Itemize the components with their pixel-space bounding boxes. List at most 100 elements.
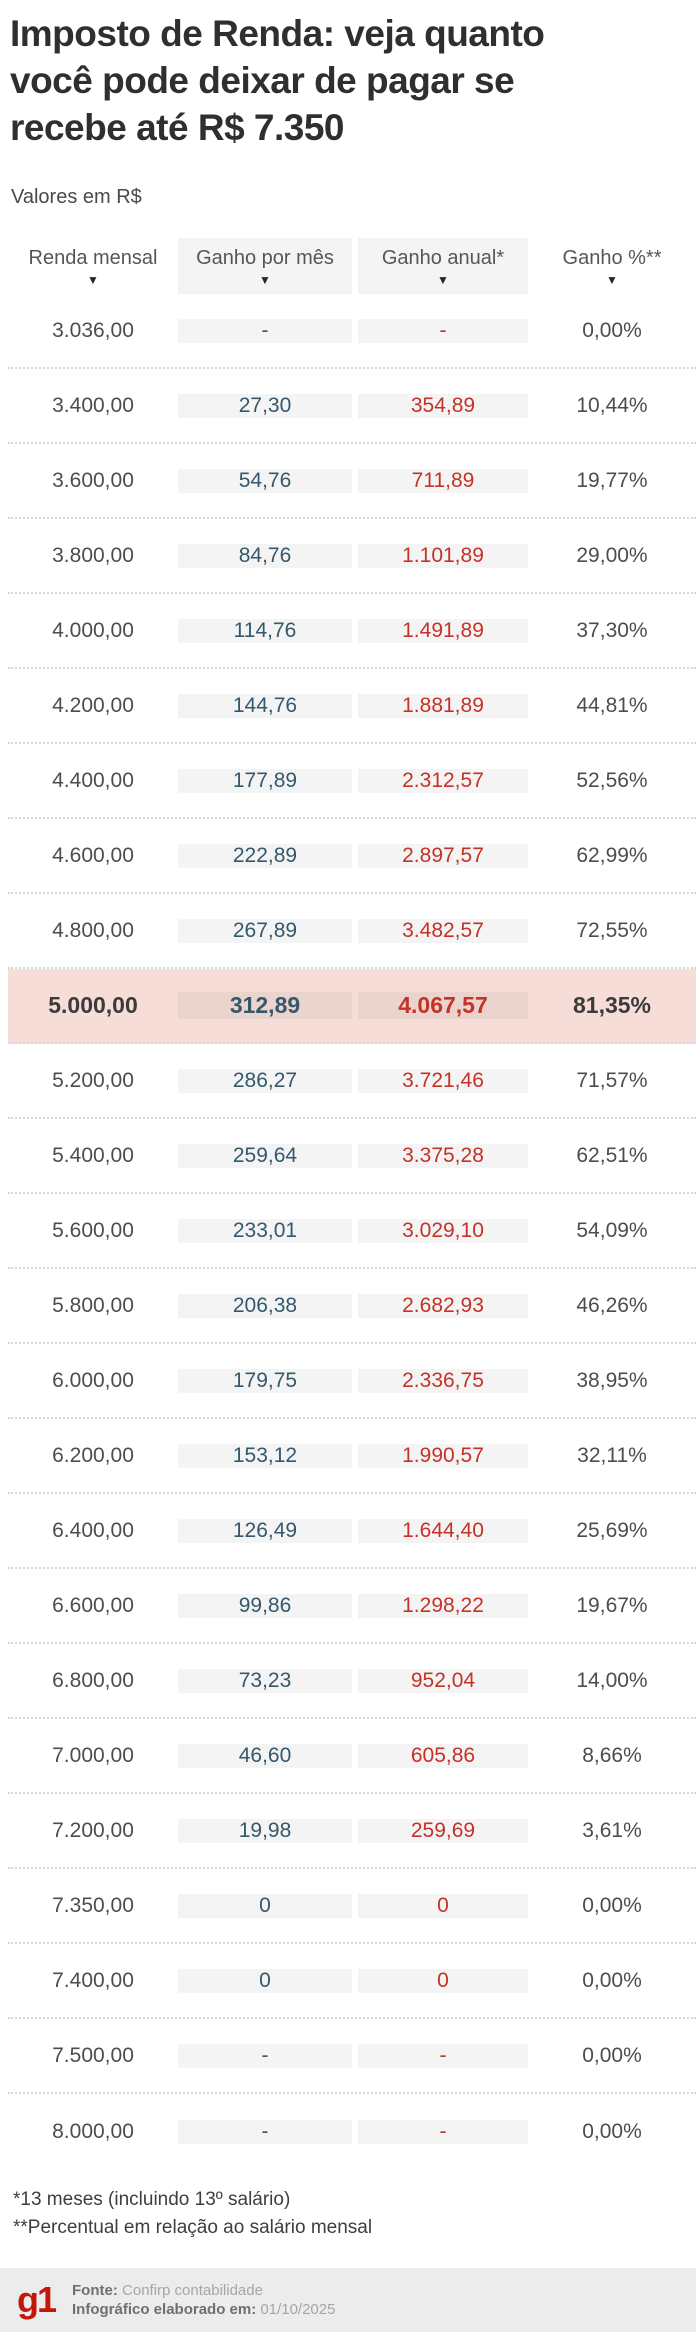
- cell-ganho-pct: 52,56%: [576, 768, 648, 792]
- cell-ganho-mes: 259,64: [178, 1143, 352, 1168]
- table-row: 6.200,00 153,12 1.990,57 32,11%: [8, 1419, 696, 1494]
- footnotes: *13 meses (incluindo 13º salário) **Perc…: [13, 2186, 372, 2242]
- cell-renda-mensal: 4.400,00: [52, 768, 134, 792]
- cell-ganho-mes: 206,38: [178, 1293, 352, 1318]
- cell-ganho-mes: 19,98: [178, 1818, 352, 1843]
- cell-ganho-mes: 54,76: [178, 468, 352, 493]
- cell-ganho-mes: 0: [178, 1893, 352, 1918]
- cell-renda-mensal: 5.600,00: [52, 1218, 134, 1242]
- g1-logo: g1: [17, 2279, 57, 2320]
- source-label: Fonte:: [72, 2282, 118, 2299]
- cell-ganho-mes: -: [178, 2119, 352, 2144]
- table-row: 6.000,00 179,75 2.336,75 38,95%: [8, 1344, 696, 1419]
- cell-ganho-anual: -: [358, 2043, 528, 2068]
- cell-ganho-mes: 179,75: [178, 1368, 352, 1393]
- cell-renda-mensal: 4.200,00: [52, 693, 134, 717]
- cell-ganho-anual: 1.101,89: [358, 543, 528, 568]
- cell-ganho-mes: 312,89: [178, 992, 352, 1019]
- triangle-down-icon: ▼: [606, 273, 618, 287]
- cell-renda-mensal: 5.200,00: [52, 1068, 134, 1092]
- cell-ganho-anual: 2.312,57: [358, 768, 528, 793]
- cell-ganho-anual: -: [358, 2119, 528, 2144]
- table-row: 5.200,00 286,27 3.721,46 71,57%: [8, 1044, 696, 1119]
- cell-ganho-pct: 62,51%: [576, 1143, 648, 1167]
- cell-ganho-anual: 2.897,57: [358, 843, 528, 868]
- cell-ganho-anual: -: [358, 318, 528, 343]
- cell-ganho-pct: 8,66%: [582, 1743, 642, 1767]
- cell-ganho-pct: 37,30%: [576, 618, 648, 642]
- footnote-annual: *13 meses (incluindo 13º salário): [13, 2189, 291, 2210]
- cell-ganho-pct: 14,00%: [576, 1668, 648, 1692]
- cell-ganho-anual: 711,89: [358, 468, 528, 493]
- cell-ganho-anual: 3.482,57: [358, 918, 528, 943]
- cell-ganho-mes: -: [178, 318, 352, 343]
- cell-renda-mensal: 3.036,00: [52, 318, 134, 342]
- cell-ganho-pct: 19,77%: [576, 468, 648, 492]
- cell-ganho-mes: -: [178, 2043, 352, 2068]
- table-row: 7.200,00 19,98 259,69 3,61%: [8, 1794, 696, 1869]
- cell-ganho-pct: 46,26%: [576, 1293, 648, 1317]
- cell-ganho-anual: 1.298,22: [358, 1593, 528, 1618]
- page-title-line: recebe até R$ 7.350: [10, 107, 345, 148]
- table-row: 7.500,00 - - 0,00%: [8, 2019, 696, 2094]
- table-row: 6.400,00 126,49 1.644,40 25,69%: [8, 1494, 696, 1569]
- table-row: 4.200,00 144,76 1.881,89 44,81%: [8, 669, 696, 744]
- table-row: 5.800,00 206,38 2.682,93 46,26%: [8, 1269, 696, 1344]
- cell-ganho-pct: 25,69%: [576, 1518, 648, 1542]
- cell-renda-mensal: 7.200,00: [52, 1818, 134, 1842]
- cell-ganho-mes: 267,89: [178, 918, 352, 943]
- cell-ganho-pct: 19,67%: [576, 1593, 648, 1617]
- cell-renda-mensal: 3.400,00: [52, 393, 134, 417]
- cell-ganho-mes: 114,76: [178, 618, 352, 643]
- cell-ganho-anual: 1.491,89: [358, 618, 528, 643]
- unit-note: Valores em R$: [11, 186, 142, 208]
- cell-ganho-pct: 81,35%: [572, 992, 651, 1018]
- cell-ganho-mes: 73,23: [178, 1668, 352, 1693]
- table-row: 7.350,00 0 0 0,00%: [8, 1869, 696, 1944]
- footer-text: Fonte: Confirp contabilidade Infográfico…: [72, 2281, 335, 2319]
- column-header-ganho-pct: Ganho %** ▼: [528, 238, 696, 294]
- cell-ganho-anual: 1.644,40: [358, 1518, 528, 1543]
- cell-ganho-pct: 44,81%: [576, 693, 648, 717]
- date-value: 01/10/2025: [260, 2301, 336, 2318]
- column-label: Ganho anual*: [381, 247, 505, 269]
- table-row: 5.400,00 259,64 3.375,28 62,51%: [8, 1119, 696, 1194]
- table-row: 8.000,00 - - 0,00%: [8, 2094, 696, 2169]
- table-row: 7.400,00 0 0 0,00%: [8, 1944, 696, 2019]
- cell-ganho-pct: 32,11%: [577, 1443, 647, 1467]
- table-row: 6.600,00 99,86 1.298,22 19,67%: [8, 1569, 696, 1644]
- date-line: Infográfico elaborado em: 01/10/2025: [72, 2300, 335, 2319]
- cell-ganho-anual: 0: [358, 1893, 528, 1918]
- column-label: Ganho por mês: [196, 247, 334, 269]
- table-row: 6.800,00 73,23 952,04 14,00%: [8, 1644, 696, 1719]
- cell-renda-mensal: 5.000,00: [48, 992, 138, 1018]
- source-value: Confirp contabilidade: [122, 2282, 263, 2299]
- cell-ganho-pct: 0,00%: [582, 1968, 642, 1992]
- triangle-down-icon: ▼: [437, 273, 449, 287]
- table-row: 4.600,00 222,89 2.897,57 62,99%: [8, 819, 696, 894]
- table-row: 5.000,00 312,89 4.067,57 81,35%: [8, 969, 696, 1044]
- cell-ganho-mes: 0: [178, 1968, 352, 1993]
- table-row: 4.000,00 114,76 1.491,89 37,30%: [8, 594, 696, 669]
- table-row: 3.600,00 54,76 711,89 19,77%: [8, 444, 696, 519]
- column-header-renda-mensal: Renda mensal ▼: [8, 238, 178, 294]
- cell-ganho-mes: 233,01: [178, 1218, 352, 1243]
- cell-ganho-pct: 54,09%: [576, 1218, 648, 1242]
- cell-ganho-anual: 3.721,46: [358, 1068, 528, 1093]
- cell-ganho-pct: 10,44%: [576, 393, 648, 417]
- cell-ganho-mes: 99,86: [178, 1593, 352, 1618]
- table-row: 3.800,00 84,76 1.101,89 29,00%: [8, 519, 696, 594]
- table-body: 3.036,00- -0,00% 3.400,00 27,30 354,89 10,44%…: [8, 294, 696, 2169]
- cell-ganho-anual: 259,69: [358, 1818, 528, 1843]
- column-label: Renda mensal: [28, 247, 158, 269]
- cell-ganho-anual: 4.067,57: [358, 992, 528, 1019]
- table-row: 4.400,00 177,89 2.312,57 52,56%: [8, 744, 696, 819]
- cell-ganho-anual: 1.990,57: [358, 1443, 528, 1468]
- cell-ganho-mes: 222,89: [178, 843, 352, 868]
- cell-ganho-pct: 3,61%: [582, 1818, 642, 1842]
- column-header-ganho-mes: Ganho por mês ▼: [178, 238, 352, 294]
- table-row: 3.400,00 27,30 354,89 10,44%: [8, 369, 696, 444]
- cell-ganho-anual: 1.881,89: [358, 693, 528, 718]
- date-label: Infográfico elaborado em:: [72, 2301, 257, 2318]
